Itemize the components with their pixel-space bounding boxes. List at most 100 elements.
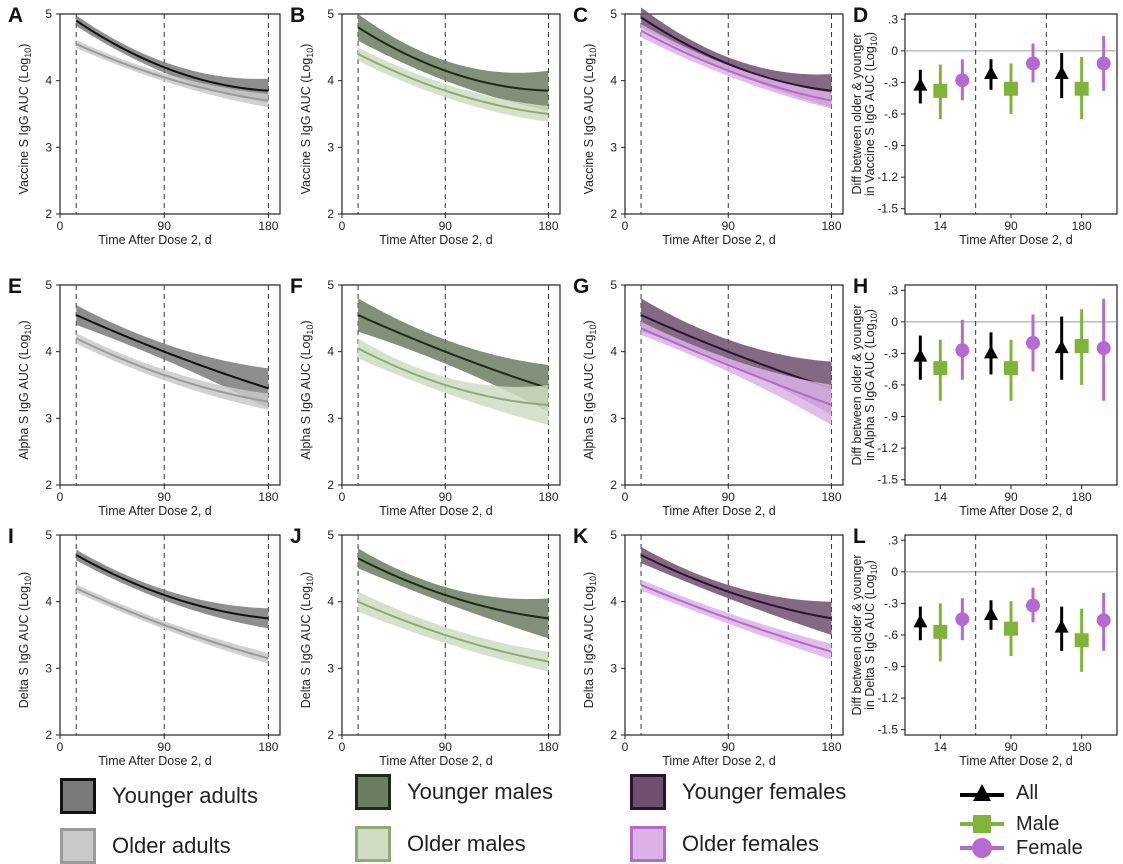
point-all: [1054, 66, 1069, 79]
y-tick-label: 2: [45, 478, 52, 492]
legend-older-males: Older males: [355, 826, 526, 862]
x-axis-label: Time After Dose 2, d: [662, 754, 776, 768]
line-older-females: [640, 584, 832, 653]
panel-letter-J: J: [290, 525, 302, 548]
x-tick-label: 180: [258, 490, 278, 504]
y-axis-label: Alpha S IgG AUC (Log10): [299, 320, 315, 459]
x-tick-label: 90: [722, 490, 736, 504]
y-tick-label: -.3: [884, 75, 898, 89]
x-tick-label: 90: [722, 740, 736, 754]
y-tick-label: -.9: [884, 410, 898, 424]
x-tick-label: 14: [934, 219, 948, 233]
legend-younger-males: Younger males: [355, 774, 553, 810]
point-all: [984, 66, 998, 79]
plot-frame: [624, 284, 844, 486]
band-older-females: [641, 579, 832, 660]
y-tick-label: -.9: [884, 139, 898, 153]
x-tick-label: 180: [539, 219, 559, 233]
line-older-males: [357, 347, 549, 406]
y-axis-label-line1: Diff between older & younger: [850, 555, 864, 716]
y-tick-label: 5: [610, 528, 617, 542]
point-male: [933, 624, 948, 639]
plot-frame: [59, 534, 281, 736]
x-tick-label: 180: [1072, 219, 1092, 233]
x-tick-label: 180: [258, 219, 278, 233]
band-older-males: [358, 47, 549, 123]
y-axis-label: Alpha S IgG AUC (Log10): [17, 320, 33, 459]
panel-letter-E: E: [8, 275, 22, 298]
panel-letter-H: H: [853, 275, 868, 298]
line-younger-males: [357, 557, 549, 620]
younger-females-swatch: [630, 774, 666, 810]
y-tick-label: -.6: [884, 378, 898, 392]
y-tick-label: 4: [610, 595, 617, 609]
line-older-adults: [75, 587, 269, 660]
y-tick-label: 3: [610, 140, 617, 154]
y-tick-label: 5: [327, 7, 334, 21]
y-tick-label: -.3: [884, 346, 898, 360]
y-tick-label: 0: [891, 44, 898, 58]
legend-female-label: Female: [1016, 836, 1083, 859]
point-female: [1096, 341, 1111, 356]
older-females-swatch: [630, 826, 666, 862]
band-younger-females: [641, 547, 832, 635]
y-axis-label: Vaccine S IgG AUC (Log10): [17, 44, 33, 195]
y-tick-label: -.6: [884, 628, 898, 642]
y-axis-label: Delta S IgG AUC (Log10): [17, 572, 33, 708]
legend-all: All: [958, 780, 1038, 806]
band-younger-adults: [76, 15, 269, 103]
y-tick-label: 2: [610, 478, 617, 492]
line-older-males: [357, 600, 549, 663]
point-all: [913, 348, 928, 362]
panel-F: F 0 90 180 2 3 4 5 Time After Dose 2, d Alpha S I…: [290, 275, 561, 518]
x-tick-label: 90: [439, 490, 453, 504]
y-tick-label: 3: [45, 140, 52, 154]
plot-frame: [59, 13, 281, 215]
x-axis-label: Time After Dose 2, d: [959, 754, 1073, 768]
x-tick-label: 0: [57, 219, 64, 233]
x-axis-label: Time After Dose 2, d: [959, 504, 1073, 518]
y-tick-label: -1.5: [877, 473, 898, 487]
female-circle-icon: [960, 838, 1004, 858]
band-older-females: [641, 24, 832, 109]
legend-older-adults-label: Older adults: [112, 833, 231, 858]
y-axis-label-line1: Diff between older & younger: [850, 34, 864, 195]
y-tick-label: 4: [327, 345, 334, 359]
x-tick-label: 90: [1004, 490, 1018, 504]
point-female: [1096, 56, 1111, 71]
point-all: [913, 77, 928, 91]
point-all: [913, 614, 928, 628]
y-tick-label: 2: [610, 728, 617, 742]
line-younger-females: [640, 554, 832, 620]
plot-frame: [341, 13, 561, 215]
x-tick-label: 180: [1072, 740, 1092, 754]
y-tick-label: 5: [45, 528, 52, 542]
x-axis-label: Time After Dose 2, d: [98, 233, 212, 247]
legend-younger-adults-label: Younger adults: [112, 783, 258, 808]
x-tick-label: 90: [158, 740, 172, 754]
y-tick-label: 4: [610, 74, 617, 88]
x-tick-label: 0: [339, 490, 346, 504]
panel-letter-A: A: [8, 4, 23, 27]
legend: Younger adults Older adults Younger male…: [0, 768, 1123, 864]
legend-younger-adults: Younger adults: [60, 778, 258, 814]
line-older-females: [640, 327, 832, 406]
point-male: [1004, 361, 1018, 376]
y-axis-label: Delta S IgG AUC (Log10): [582, 572, 598, 708]
y-tick-label: 5: [45, 278, 52, 292]
y-tick-label: .3: [888, 12, 898, 26]
legend-older-adults: Older adults: [60, 828, 231, 864]
y-tick-label: -1.2: [877, 441, 898, 455]
y-tick-label: 4: [327, 595, 334, 609]
x-tick-label: 90: [158, 219, 172, 233]
plot-frame: [341, 534, 561, 736]
x-tick-label: 90: [158, 490, 172, 504]
y-tick-label: 3: [327, 661, 334, 675]
y-tick-label: 2: [327, 207, 334, 221]
y-axis-label-line2: in Alpha S IgG AUC (Log10): [863, 309, 879, 461]
x-axis-label: Time After Dose 2, d: [662, 233, 776, 247]
y-tick-label: -.3: [884, 596, 898, 610]
